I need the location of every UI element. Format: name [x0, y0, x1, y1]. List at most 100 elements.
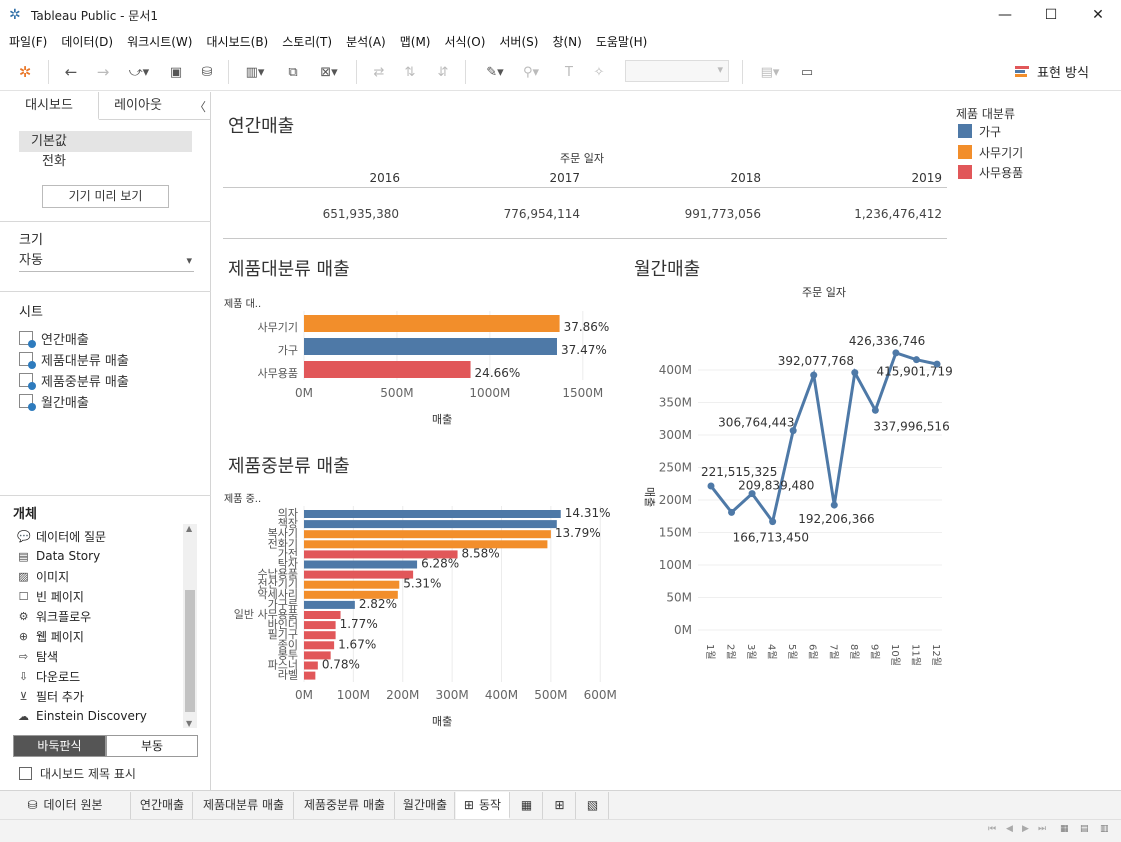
- x-tick-label: 600M: [584, 688, 617, 702]
- object-image[interactable]: ▨ 이미지: [17, 566, 182, 586]
- sheet-item-monthly[interactable]: 월간매출: [19, 391, 89, 411]
- scroll-up-icon[interactable]: ▲: [186, 524, 193, 533]
- menu-story[interactable]: 스토리(T): [282, 34, 333, 49]
- legend-swatch: [958, 165, 972, 179]
- menu-map[interactable]: 맵(M): [399, 34, 431, 49]
- sheet-item-subcategory[interactable]: 제품중분류 매출: [19, 370, 129, 390]
- menu-window[interactable]: 창(N): [552, 34, 582, 49]
- tab-subcategory-sales[interactable]: 제품중분류 매출: [295, 792, 395, 819]
- data-label: 221,515,325: [701, 465, 777, 479]
- sheet-sorter-icon[interactable]: ▦: [1060, 824, 1069, 834]
- object-download[interactable]: ⇩ 다운로드: [17, 666, 182, 686]
- bar: [304, 661, 318, 670]
- object-einstein[interactable]: ☁ Einstein Discovery: [17, 706, 182, 726]
- x-tick-label: 6월: [807, 644, 819, 660]
- object-navigation[interactable]: ⇨ 탐색: [17, 646, 182, 666]
- sort-ascending-icon[interactable]: ⇅: [404, 64, 416, 80]
- menu-analysis[interactable]: 분석(A): [346, 34, 386, 49]
- new-dashboard-tab-icon[interactable]: ⊞: [544, 792, 576, 819]
- data-point: [851, 369, 859, 377]
- new-data-source-icon[interactable]: ⛁: [201, 64, 213, 80]
- label-icon[interactable]: T: [565, 64, 573, 80]
- object-blank[interactable]: ☐ 빈 페이지: [17, 586, 182, 606]
- maximize-button[interactable]: ☐: [1044, 7, 1058, 23]
- menu-file[interactable]: 파일(F): [9, 34, 48, 49]
- menu-data[interactable]: 데이터(D): [61, 34, 114, 49]
- new-worksheet-icon[interactable]: ▥▾: [245, 64, 265, 80]
- tab-layout[interactable]: 레이아웃: [114, 98, 162, 113]
- scroll-thumb[interactable]: [185, 590, 195, 712]
- size-dropdown[interactable]: 자동: [19, 251, 194, 272]
- tabs-view-icon[interactable]: ▥: [1100, 824, 1109, 834]
- bar: [304, 570, 414, 579]
- new-worksheet-tab-icon[interactable]: ▦: [511, 792, 543, 819]
- data-point: [892, 349, 900, 357]
- sort-descending-icon[interactable]: ⇵: [437, 64, 449, 80]
- replay-icon[interactable]: ⤻▾: [128, 64, 150, 80]
- device-preview-button[interactable]: 기기 미리 보기: [42, 185, 169, 208]
- tab-category-sales[interactable]: 제품대분류 매출: [194, 792, 294, 819]
- new-story-tab-icon[interactable]: ▧: [577, 792, 609, 819]
- legend-title: 제품 대분류: [956, 107, 1016, 121]
- data-point: [871, 406, 879, 414]
- category-label: 가구: [278, 344, 298, 357]
- sheet-item-annual[interactable]: 연간매출: [19, 328, 89, 348]
- object-workflow[interactable]: ⚙ 워크플로우: [17, 606, 182, 626]
- cards-icon[interactable]: ▤▾: [760, 64, 780, 80]
- duplicate-icon[interactable]: ⧉: [288, 64, 298, 80]
- show-me-icon: [1015, 65, 1029, 78]
- x-tick-label: 300M: [435, 688, 468, 702]
- presentation-mode-icon[interactable]: ▭: [800, 64, 814, 80]
- fit-dropdown[interactable]: [625, 60, 729, 82]
- swap-icon[interactable]: ⇄: [373, 64, 385, 80]
- device-phone[interactable]: 전화: [42, 154, 66, 169]
- tab-data-source[interactable]: ⛁ 데이터 원본: [0, 792, 131, 819]
- show-dashboard-title-checkbox[interactable]: 대시보드 제목 표시: [19, 765, 136, 782]
- tab-annual-sales[interactable]: 연간매출: [132, 792, 193, 819]
- undo-icon[interactable]: ←: [64, 63, 78, 81]
- menu-server[interactable]: 서버(S): [499, 34, 539, 49]
- first-sheet-icon[interactable]: ⏮: [988, 824, 997, 834]
- object-web-page[interactable]: ⊕ 웹 페이지: [17, 626, 182, 646]
- last-sheet-icon[interactable]: ⏭: [1038, 824, 1047, 834]
- next-sheet-icon[interactable]: ▶: [1022, 824, 1029, 834]
- tiled-button[interactable]: 바둑판식: [13, 735, 106, 757]
- show-me-button[interactable]: 표현 방식: [1015, 62, 1089, 81]
- dashboard-side-panel: 대시보드 레이아웃 〈 기본값 전화 기기 미리 보기 크기 자동 시트 연간매…: [0, 92, 211, 790]
- group-icon[interactable]: ⚲▾: [522, 64, 540, 80]
- redo-icon[interactable]: →: [96, 63, 110, 81]
- tableau-home-icon[interactable]: ✲: [18, 63, 32, 81]
- prev-sheet-icon[interactable]: ◀: [1006, 824, 1013, 834]
- tab-dashboard-active[interactable]: ⊞ 동작: [456, 792, 510, 819]
- checkbox-icon[interactable]: [19, 767, 32, 780]
- collapse-panel-icon[interactable]: 〈: [194, 100, 207, 114]
- tab-monthly-sales[interactable]: 월간매출: [396, 792, 455, 819]
- sheet-item-category[interactable]: 제품대분류 매출: [19, 349, 129, 369]
- device-default[interactable]: 기본값: [19, 131, 192, 152]
- legend-item-office-supplies[interactable]: 사무용품: [958, 164, 1023, 180]
- filmstrip-icon[interactable]: ▤: [1080, 824, 1089, 834]
- year-2019: 2019: [911, 171, 942, 185]
- minimize-button[interactable]: —: [998, 7, 1012, 23]
- data-point: [830, 501, 838, 509]
- objects-scrollbar[interactable]: ▲ ▼: [183, 524, 197, 728]
- x-axis-title: 매출: [432, 413, 452, 426]
- object-ask-data[interactable]: 💬 데이터에 질문: [17, 526, 182, 546]
- legend-item-furniture[interactable]: 가구: [958, 123, 1001, 139]
- save-icon[interactable]: ▣: [169, 64, 183, 80]
- menu-help[interactable]: 도움말(H): [595, 34, 648, 49]
- floating-button[interactable]: 부동: [106, 735, 198, 757]
- menu-dashboard[interactable]: 대시보드(B): [206, 34, 269, 49]
- legend-item-office-machines[interactable]: 사무기기: [958, 144, 1023, 160]
- menu-worksheet[interactable]: 워크시트(W): [127, 34, 193, 49]
- object-add-filter[interactable]: ⊻ 필터 추가: [17, 686, 182, 706]
- scroll-down-icon[interactable]: ▼: [186, 719, 193, 728]
- clear-sheet-icon[interactable]: ⊠▾: [320, 64, 338, 80]
- highlight-icon[interactable]: ✎▾: [486, 64, 504, 80]
- object-data-story[interactable]: ▤ Data Story: [17, 546, 182, 566]
- tab-dashboard[interactable]: 대시보드: [0, 92, 99, 120]
- monthly-sales-title: 월간매출: [634, 259, 701, 280]
- pin-icon[interactable]: ✧: [593, 64, 605, 80]
- close-button[interactable]: ✕: [1092, 7, 1104, 23]
- menu-format[interactable]: 서식(O): [444, 34, 486, 49]
